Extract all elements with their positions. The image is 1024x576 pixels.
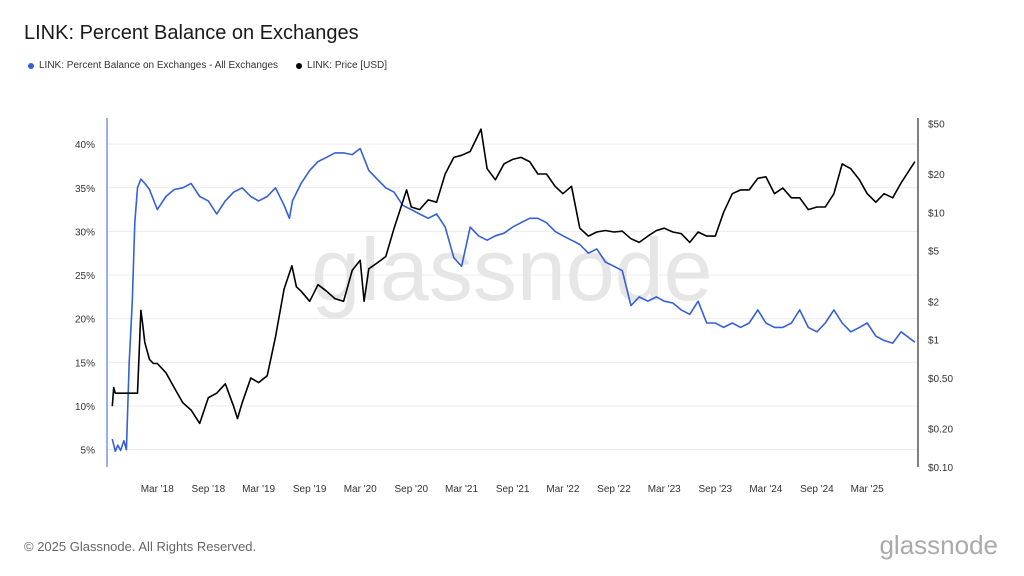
page-title: LINK: Percent Balance on Exchanges <box>24 22 359 44</box>
series-layer <box>111 128 916 453</box>
legend-item-exchange-balance[interactable]: LINK: Percent Balance on Exchanges - All… <box>28 60 278 71</box>
y-right-tick-label: $20 <box>928 170 945 181</box>
x-tick-label: Mar '18 <box>141 484 174 495</box>
legend-label-price: LINK: Price [USD] <box>307 60 388 71</box>
x-tick-label: Sep '18 <box>192 484 226 495</box>
axes <box>106 118 919 467</box>
y-left-tick-label: 25% <box>75 271 95 282</box>
watermark-text: glassnode <box>311 220 712 319</box>
y-left-tick-label: 20% <box>75 315 95 326</box>
y-left-tick-label: 30% <box>75 227 95 238</box>
legend-item-price[interactable]: LINK: Price [USD] <box>296 60 387 71</box>
copyright-text: © 2025 Glassnode. All Rights Reserved. <box>24 539 257 554</box>
x-tick-label: Mar '19 <box>242 484 275 495</box>
x-tick-label: Mar '25 <box>851 484 884 495</box>
x-tick-label: Sep '22 <box>597 484 631 495</box>
y-right-tick-label: $10 <box>928 208 945 219</box>
y-left-tick-label: 40% <box>75 140 95 151</box>
x-tick-label: Mar '23 <box>648 484 681 495</box>
y-right-tick-label: $1 <box>928 336 940 347</box>
x-tick-label: Sep '23 <box>699 484 733 495</box>
series-line-exchange-balance[interactable] <box>111 147 916 453</box>
x-tick-label: Sep '20 <box>394 484 428 495</box>
y-right-tick-label: $0.10 <box>928 463 953 474</box>
ticks: 5% 10% 15% 20% 25% 30% 35% 40% $0.10 $0.20 $0.50 $1… <box>75 119 953 495</box>
x-tick-label: Mar '21 <box>445 484 478 495</box>
y-left-tick-label: 10% <box>75 402 95 413</box>
brand-logo-text: glassnode <box>879 530 998 560</box>
x-tick-label: Sep '19 <box>293 484 327 495</box>
y-left-tick-label: 5% <box>81 446 96 457</box>
series-line-price[interactable] <box>111 128 916 425</box>
y-right-tick-label: $2 <box>928 297 940 308</box>
y-left-tick-label: 35% <box>75 184 95 195</box>
x-tick-label: Mar '22 <box>546 484 579 495</box>
x-tick-label: Mar '24 <box>749 484 782 495</box>
legend-label-exchange-balance: LINK: Percent Balance on Exchanges - All… <box>39 60 279 71</box>
x-tick-label: Sep '24 <box>800 484 834 495</box>
y-right-tick-label: $0.50 <box>928 374 953 385</box>
y-right-tick-label: $5 <box>928 247 940 258</box>
y-left-tick-label: 15% <box>75 358 95 369</box>
y-right-tick-label: $0.20 <box>928 425 953 436</box>
legend-dot-price <box>296 62 303 69</box>
y-right-tick-label: $50 <box>928 119 945 130</box>
x-tick-label: Mar '20 <box>344 484 377 495</box>
x-tick-label: Sep '21 <box>496 484 530 495</box>
legend-dot-exchange-balance <box>28 62 34 69</box>
legend: LINK: Percent Balance on Exchanges - All… <box>28 60 387 71</box>
